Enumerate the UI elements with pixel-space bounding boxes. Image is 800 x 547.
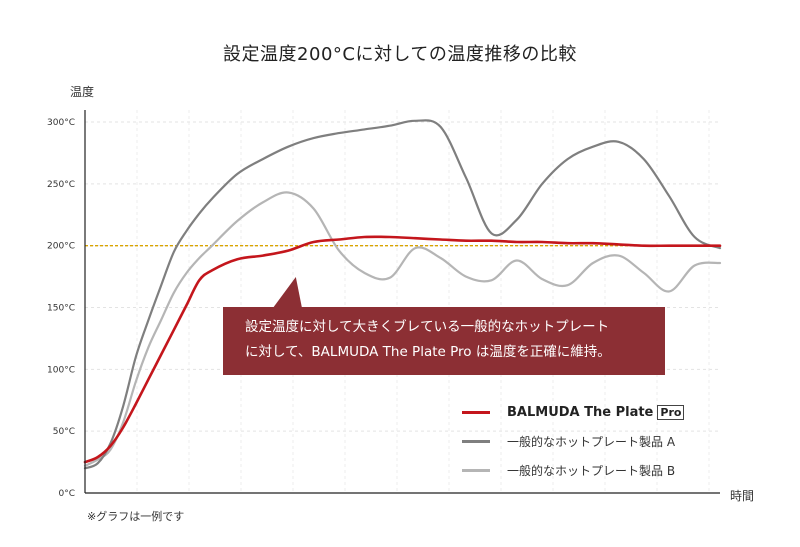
y-axis-title: 温度 (70, 85, 95, 99)
series-line-plate-pro (83, 235, 722, 464)
chart-title: 設定温度200°Cに対しての温度推移の比較 (223, 44, 577, 65)
legend-label-product-a: 一般的なホットプレート製品 A (507, 435, 676, 449)
callout-pointer (272, 277, 308, 309)
callout-box: 設定温度に対して大きくブレている一般的なホットプレート に対して、BALMUDA… (223, 307, 665, 375)
callout-line-1: 設定温度に対して大きくブレている一般的なホットプレート (245, 319, 610, 335)
legend: BALMUDA The Plate Pro 一般的なホットプレート製品 A 一般… (462, 398, 685, 485)
y-tick-label-200: 200°C (47, 242, 75, 252)
axes (84, 110, 720, 494)
legend-item-product-a: 一般的なホットプレート製品 A (462, 427, 684, 456)
legend-swatch-product-b (462, 469, 490, 472)
x-axis-title: 時間 (730, 489, 755, 503)
legend-label-plate-pro: BALMUDA The Plate (507, 405, 654, 420)
y-tick-label-50: 50°C (53, 427, 75, 437)
series-line-product-b (83, 191, 722, 467)
y-tick-label-100: 100°C (47, 365, 75, 375)
y-tick-label-300: 300°C (47, 118, 75, 128)
y-tick-label-250: 250°C (47, 180, 75, 190)
legend-item-plate-pro: BALMUDA The Plate Pro (462, 398, 685, 427)
series-line-product-a (83, 119, 722, 470)
footnote: ※グラフは一例です (87, 510, 185, 523)
legend-item-product-b: 一般的なホットプレート製品 B (462, 456, 684, 485)
y-tick-label-0: 0°C (58, 489, 75, 499)
callout-line-2: に対して、BALMUDA The Plate Pro は温度を正確に維持。 (245, 344, 611, 360)
pro-badge: Pro (657, 405, 685, 420)
legend-swatch-plate-pro (462, 411, 490, 414)
legend-label-product-b: 一般的なホットプレート製品 B (507, 464, 676, 478)
y-tick-label-150: 150°C (47, 304, 75, 314)
series-lines (83, 119, 722, 470)
y-tick-labels: 0°C 50°C 100°C 150°C 200°C 250°C 300°C (47, 118, 75, 499)
legend-swatch-product-a (462, 440, 490, 443)
